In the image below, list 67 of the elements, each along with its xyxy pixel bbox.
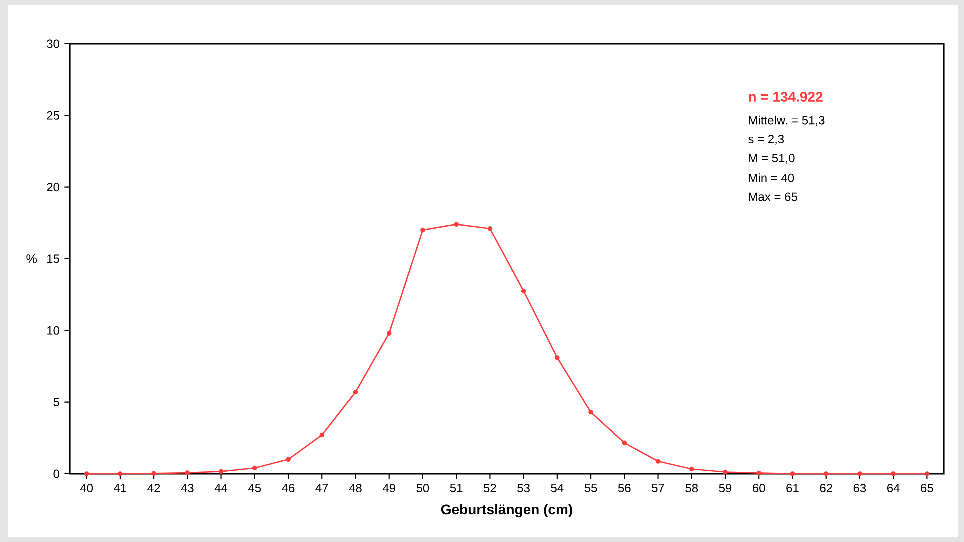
x-tick-label: 58 [686,484,698,493]
y-axis-title: % [26,254,38,264]
point [386,331,392,336]
x-tick-label: 55 [584,484,598,492]
annotation: s = 2,3 [748,135,784,145]
annotation: n = 134.922 [749,92,823,102]
x-tick-label: 50 [416,484,430,493]
point [521,288,526,294]
point [218,469,224,474]
annotation: M = 51,0 [749,154,795,164]
point [454,222,459,227]
x-axis-title: Geburtslängen (cm) [441,504,572,518]
x-tick-label: 44 [214,484,228,492]
point [756,470,762,476]
x-tick-label: 47 [316,484,328,492]
x-tick-label: 43 [181,484,194,493]
x-tick-label: 41 [114,484,127,492]
x-tick-label: 53 [518,484,530,493]
y-tick-label: 15 [48,254,60,264]
x-tick-label: 59 [719,484,732,493]
x-tick-label: 62 [820,484,832,493]
point [588,410,594,415]
point [185,470,190,476]
point [152,471,156,476]
point [118,472,123,476]
x-tick-label: 48 [349,484,362,493]
point [420,228,426,233]
x-tick-label: 61 [786,484,799,493]
y-tick-label: 0 [54,470,60,478]
x-tick-label: 63 [854,484,866,493]
x-tick-label: 42 [148,484,160,492]
point [84,472,90,476]
point [924,472,930,476]
point [252,466,258,471]
x-tick-label: 51 [450,484,463,492]
point [723,470,728,475]
x-tick-label: 56 [618,484,631,493]
x-tick-label: 64 [888,484,900,493]
point [790,472,796,476]
point [286,457,291,462]
annotation: Max = 65 [749,192,798,202]
y-tick-label: 30 [47,40,60,48]
x-tick-label: 65 [921,484,934,493]
x-tick-label: 46 [282,484,295,493]
point [891,472,896,476]
x-tick-label: 49 [382,484,396,493]
point [488,226,493,232]
x-tick-label: 52 [484,484,496,493]
x-tick-label: 60 [753,484,766,493]
point [353,390,358,395]
point [858,472,862,476]
y-tick-label: 10 [48,326,60,335]
point [622,440,628,446]
point [824,472,829,476]
annotation: Min = 40 [749,174,794,182]
y-tick-label: 20 [47,183,60,192]
annotation: Mittelw. = 51,3 [749,116,825,126]
x-tick-label: 57 [652,484,664,492]
point [320,432,325,438]
y-tick-label: 25 [47,111,60,120]
x-tick-label: 54 [551,484,564,492]
point [656,459,661,464]
point [689,466,694,472]
point [555,355,560,360]
x-tick-label: 40 [80,484,94,493]
y-tick-label: 5 [54,398,60,407]
x-tick-label: 45 [248,484,262,492]
